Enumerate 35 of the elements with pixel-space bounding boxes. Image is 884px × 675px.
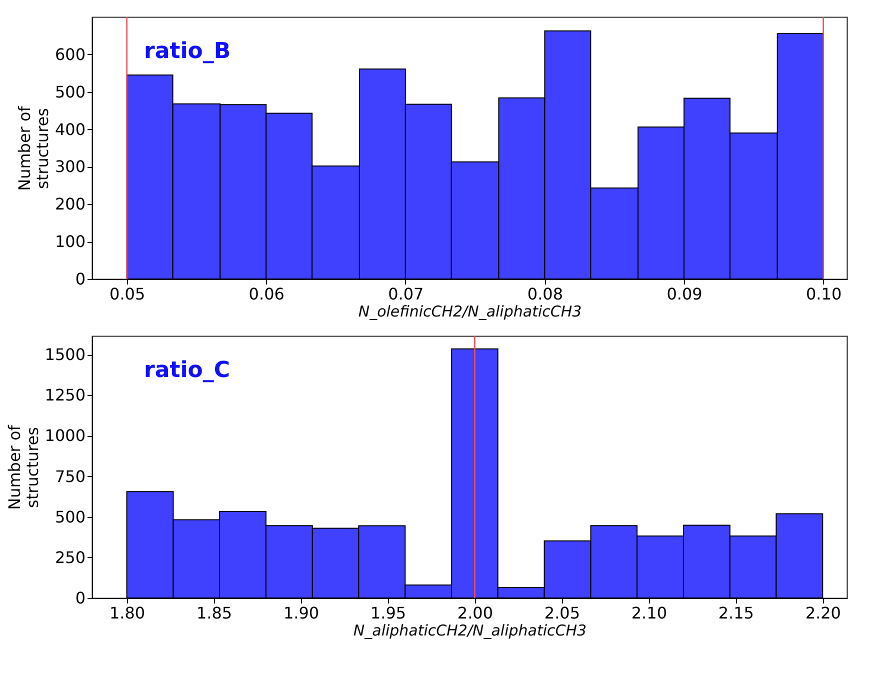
- y-tick-label: 600: [54, 44, 86, 64]
- x-tick-label: 2.15: [718, 604, 754, 622]
- x-tick-label: 0.05: [110, 284, 146, 304]
- x-tick-label: 2.10: [631, 604, 667, 622]
- x-axis-title: N_olefinicCH2/N_aliphaticCH3: [358, 302, 582, 320]
- x-tick-label: 2.20: [805, 604, 841, 622]
- y-tick-label: 0: [75, 588, 86, 608]
- y-tick-label: 1500: [44, 345, 86, 364]
- y-tick-label: 250: [54, 548, 86, 567]
- y-tick-label: 500: [54, 507, 86, 526]
- y-tick-label: 750: [54, 466, 86, 486]
- y-tick-label: 400: [54, 120, 86, 139]
- x-tick-label: 0.07: [388, 284, 424, 304]
- x-axis-title: N_aliphaticCH2/N_aliphaticCH3: [353, 622, 587, 640]
- x-tick-label: 0.06: [248, 284, 284, 304]
- y-tick-label: 0: [75, 270, 86, 288]
- x-tick-label: 2.05: [544, 604, 580, 622]
- x-tick-label: 1.90: [283, 604, 320, 622]
- x-tick-label: 0.10: [806, 284, 842, 304]
- y-tick-label: 100: [54, 232, 86, 252]
- x-tick-label: 0.08: [527, 284, 564, 304]
- y-tick-label: 200: [54, 194, 86, 214]
- y-axis-title: Number of structures: [4, 424, 42, 510]
- x-tick-label: 0.09: [666, 284, 702, 304]
- annotation: ratio_B: [144, 39, 231, 64]
- x-tick-label: 1.85: [196, 604, 232, 622]
- y-axis-title: Number of structures: [14, 106, 52, 191]
- annotation: ratio_C: [144, 358, 230, 383]
- x-tick-label: 2.00: [457, 604, 494, 622]
- y-tick-label: 300: [54, 157, 86, 176]
- x-tick-label: 1.80: [109, 604, 146, 622]
- y-tick-label: 500: [54, 82, 86, 102]
- y-tick-label: 1250: [44, 386, 86, 405]
- y-tick-label: 1000: [44, 426, 86, 446]
- x-tick-label: 1.95: [370, 604, 406, 622]
